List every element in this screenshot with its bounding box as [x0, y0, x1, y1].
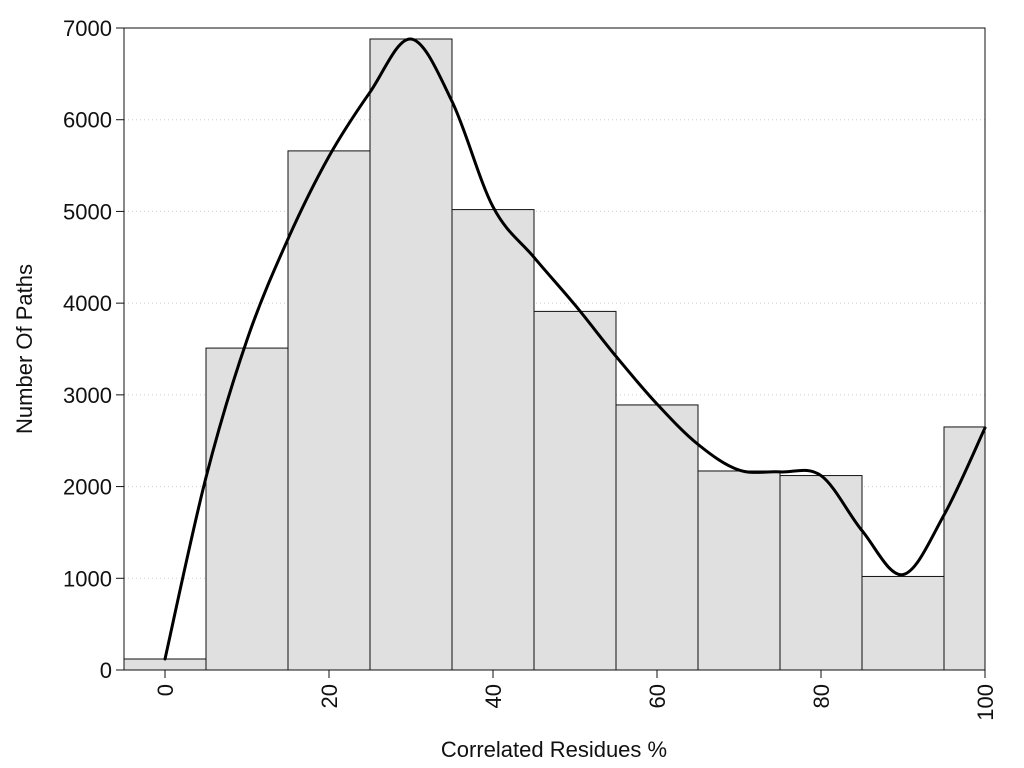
- y-tick-label: 1000: [63, 566, 112, 591]
- x-tick-label: 80: [809, 684, 834, 708]
- x-axis-title: Correlated Residues %: [441, 737, 667, 762]
- y-tick-label: 7000: [63, 16, 112, 41]
- x-tick-label: 0: [153, 684, 178, 696]
- histogram-bar: [861, 575, 945, 671]
- histogram-bar: [615, 404, 699, 671]
- density-curve-line: [163, 37, 987, 661]
- histogram-bar: [205, 347, 289, 671]
- histogram-bar: [287, 150, 371, 671]
- histogram-bar: [369, 38, 453, 671]
- y-tick-label: 0: [100, 658, 112, 683]
- y-tick-label: 6000: [63, 108, 112, 133]
- histogram-bar: [451, 209, 535, 671]
- y-axis-title: Number Of Paths: [12, 264, 37, 434]
- x-axis-ticks: 0 20 40 60 80 100: [153, 670, 998, 721]
- x-tick-label: 40: [481, 684, 506, 708]
- histogram-bars: [123, 38, 986, 671]
- histogram-bar: [697, 470, 781, 671]
- histogram-bar: [123, 658, 207, 671]
- x-tick-label: 100: [973, 684, 998, 721]
- x-tick-label: 60: [645, 684, 670, 708]
- histogram-bar: [779, 475, 863, 671]
- y-axis-ticks: 0 1000 2000 3000 4000 5000 6000 7000: [63, 16, 124, 683]
- y-tick-label: 4000: [63, 291, 112, 316]
- y-tick-label: 3000: [63, 383, 112, 408]
- histogram-bar: [943, 426, 986, 671]
- y-tick-label: 2000: [63, 475, 112, 500]
- y-tick-label: 5000: [63, 199, 112, 224]
- plot-frame: [123, 27, 986, 671]
- density-curve: [163, 37, 987, 661]
- x-tick-label: 20: [317, 684, 342, 708]
- histogram-bar: [533, 310, 617, 671]
